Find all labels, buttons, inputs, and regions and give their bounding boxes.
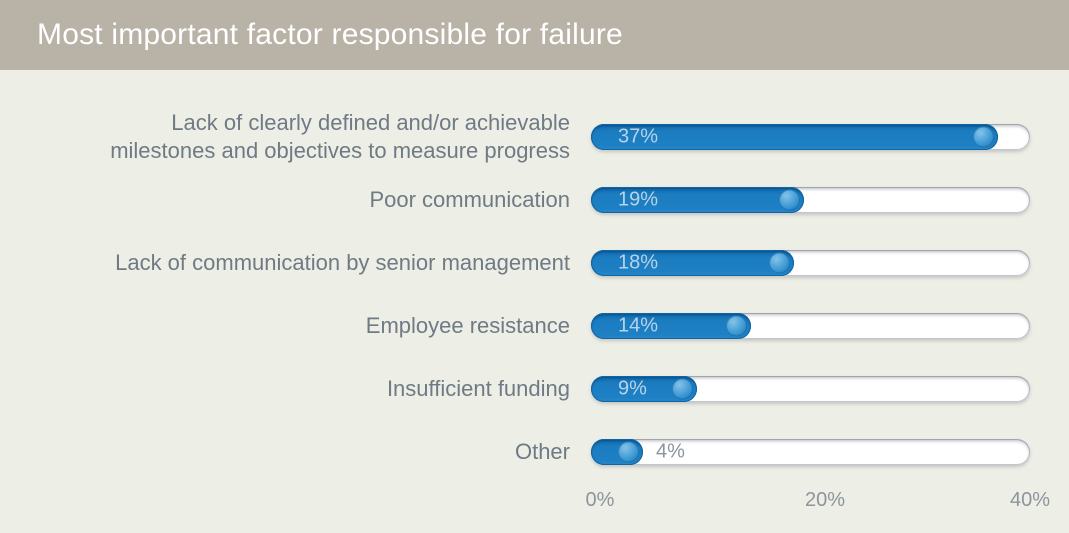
bar-track: 14% bbox=[591, 312, 1030, 339]
bar-value-label: 37% bbox=[618, 125, 659, 147]
x-axis: 0% 20% 40% bbox=[586, 489, 1050, 513]
bar-knob bbox=[769, 252, 790, 273]
bar-fill: 14% bbox=[591, 312, 751, 339]
axis-tick-40: 40% bbox=[1009, 489, 1051, 511]
bar-row: Other 4% bbox=[0, 420, 1069, 483]
bar-chart: Lack of clearly defined and/or achievabl… bbox=[0, 70, 1069, 513]
bar-track: 19% bbox=[591, 186, 1030, 213]
bar-row: Insufficient funding 9% bbox=[0, 357, 1069, 420]
bar-row: Lack of clearly defined and/or achievabl… bbox=[0, 105, 1069, 168]
bar-track: 37% bbox=[591, 123, 1030, 150]
bar-fill bbox=[591, 438, 643, 465]
category-label: Insufficient funding bbox=[386, 375, 570, 401]
bar-row: Poor communication 19% bbox=[0, 168, 1069, 231]
bar-fill: 18% bbox=[591, 249, 794, 276]
bar-knob bbox=[672, 378, 693, 399]
bar-fill: 9% bbox=[591, 375, 697, 402]
chart-title-bar: Most important factor responsible for fa… bbox=[0, 0, 1069, 70]
bar-track: 9% bbox=[591, 375, 1030, 402]
bar-row: Lack of communication by senior manageme… bbox=[0, 231, 1069, 294]
category-label: Lack of communication by senior manageme… bbox=[115, 249, 570, 275]
bar-track: 4% bbox=[591, 438, 1030, 465]
category-label: Employee resistance bbox=[365, 312, 570, 338]
bar-fill: 37% bbox=[591, 123, 998, 150]
bar-value-label: 4% bbox=[656, 440, 685, 462]
bar-knob bbox=[726, 315, 747, 336]
bar-value-label: 18% bbox=[618, 251, 659, 273]
chart-title: Most important factor responsible for fa… bbox=[37, 18, 623, 51]
bar-knob bbox=[618, 441, 639, 462]
bar-value-label: 9% bbox=[618, 377, 647, 399]
category-label: Other bbox=[514, 438, 570, 464]
bar-knob bbox=[973, 126, 994, 147]
bar-track: 18% bbox=[591, 249, 1030, 276]
bar-knob bbox=[779, 189, 800, 210]
category-label: Lack of clearly defined and/or achievabl… bbox=[110, 110, 570, 163]
category-label: Poor communication bbox=[369, 186, 570, 212]
bar-fill: 19% bbox=[591, 186, 804, 213]
bar-value-label: 14% bbox=[618, 314, 659, 336]
bar-row: Employee resistance 14% bbox=[0, 294, 1069, 357]
bar-value-label: 19% bbox=[618, 188, 659, 210]
axis-tick-20: 20% bbox=[804, 489, 846, 511]
axis-tick-0: 0% bbox=[585, 489, 615, 511]
bar-rows-container: Lack of clearly defined and/or achievabl… bbox=[0, 105, 1069, 483]
